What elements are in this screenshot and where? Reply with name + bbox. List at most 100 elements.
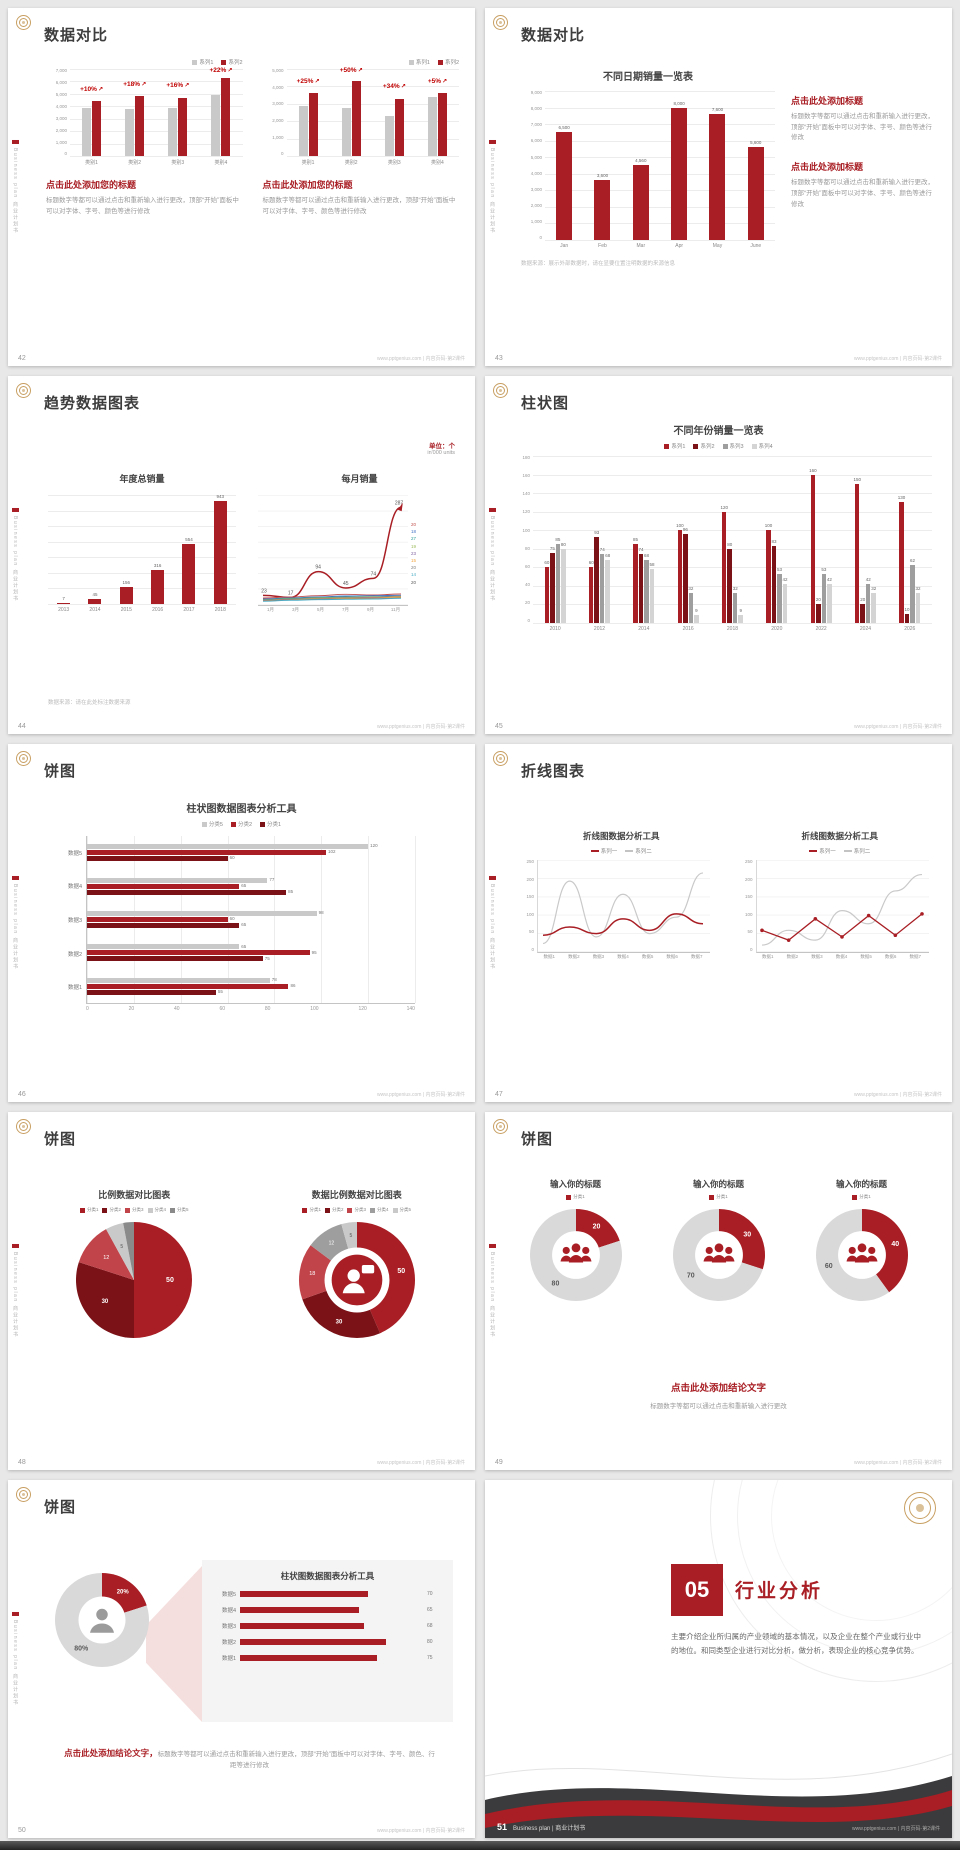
- slide-title: 趋势数据图表: [44, 395, 141, 412]
- legend-item: 分类1: [79, 1207, 98, 1213]
- slide-51-thumbnail[interactable]: 05 行业分析 主要介绍企业所归属的产业领域的基本情况，以及企业在整个产业或行业…: [485, 1480, 952, 1838]
- bar-value-label: 316: [153, 562, 162, 568]
- up-arrow-icon: ↗: [227, 68, 233, 75]
- bar-group: 130 10 62 32: [888, 456, 932, 623]
- bar-value-label: 8,000: [673, 100, 685, 106]
- bar: [87, 910, 317, 916]
- bar: 45: [88, 593, 102, 604]
- series-end-value: 20: [411, 565, 417, 571]
- axis-tick: 100: [310, 1006, 319, 1012]
- slice-label: 40: [891, 1241, 899, 1248]
- series-end-value: 14: [411, 572, 417, 578]
- presenter-icon: [330, 1254, 383, 1307]
- slide-46-thumbnail[interactable]: Business plan 商业计划书 饼图 柱状图数据图表分析工具 分类5 分类…: [8, 744, 475, 1102]
- bar: [87, 956, 263, 962]
- axis-tick: 数据5: [860, 954, 872, 959]
- bar-value-label: 70: [427, 1591, 433, 1597]
- axis-tick: 数据2: [568, 954, 580, 959]
- slice-label: 30: [335, 1319, 342, 1325]
- slide-48-thumbnail[interactable]: Business plan 商业计划书 饼图 比例数据对比图表 分类1 分类2 分类…: [8, 1112, 475, 1470]
- bar-group: 60 93 74 68: [577, 456, 621, 623]
- footer-site: www.pptgenius.com | 内容页码·第2课件: [377, 1092, 465, 1098]
- grid-line: [286, 86, 459, 88]
- legend-item: 分类1: [302, 1207, 321, 1213]
- legend-label: 分类5: [399, 1207, 412, 1212]
- slide-45-thumbnail[interactable]: Business plan 商业计划书 柱状图 不同年份销量一览表 系列1 系列2…: [485, 376, 952, 734]
- bar: [87, 983, 289, 989]
- bar: 80: [561, 542, 566, 623]
- page-number: 48: [18, 1459, 26, 1466]
- slide-47-thumbnail[interactable]: Business plan 商业计划书 折线图表 折线图数据分析工具 系列一 系列…: [485, 744, 952, 1102]
- grid-line: [70, 69, 243, 70]
- block-body: 标题数字等都可以通过点击和重新输入进行更改，顶部“开始”面板中可以对字体、字号、…: [791, 113, 934, 142]
- series-end-value: 20: [411, 522, 417, 527]
- data-point: [786, 938, 790, 942]
- bar-value-label: 130: [897, 495, 906, 501]
- pie-slice: [76, 1262, 135, 1338]
- donut-chart: 50 30 18 12 5: [298, 1221, 416, 1339]
- bar-group: 7,600: [698, 91, 736, 240]
- legend-label: 分类2: [237, 822, 253, 828]
- bar: 32: [871, 587, 876, 623]
- axis-tick: 2024: [859, 626, 872, 632]
- grid-line: [545, 91, 775, 92]
- axis-tick: 0: [86, 1006, 89, 1012]
- axis-tick: 200: [526, 876, 534, 882]
- axis-tick: 1,000: [530, 219, 542, 225]
- chart-row: 年度总销量 7 45 156 316 554 943 2013 2014 2015 2016 201…: [48, 472, 461, 613]
- donut-chart: 20% 80%: [54, 1572, 150, 1668]
- grid-line: [545, 107, 775, 109]
- bar-value-label: 32: [915, 586, 921, 592]
- bar: 80: [727, 542, 732, 623]
- bar: [240, 1607, 359, 1613]
- axis-tick: 250: [526, 859, 534, 864]
- legend-swatch: [230, 821, 236, 827]
- grid-line: [48, 604, 236, 605]
- chart-title: 数据比例数据对比图表: [311, 1190, 402, 1200]
- bar: [341, 108, 351, 156]
- chart-legend: 分类1: [511, 1194, 640, 1200]
- plot-area: [755, 860, 929, 953]
- chart-title: 比例数据对比图表: [98, 1190, 171, 1200]
- legend-item: 系列1: [408, 58, 430, 66]
- slide-title: 柱状图: [521, 395, 570, 412]
- page-number: 44: [18, 723, 26, 730]
- bar-value-label: 80: [560, 541, 566, 547]
- slide-43-thumbnail[interactable]: Business plan 商业计划书 数据对比 不同日期销量一览表 9,000…: [485, 8, 952, 366]
- axis-tick: 2013: [58, 607, 70, 613]
- legend-item: 系列2: [693, 442, 715, 450]
- grid-line: [368, 836, 370, 1003]
- axis-tick: 2026: [904, 626, 916, 632]
- slide-42-thumbnail[interactable]: Business plan 商业计划书 数据对比 系列1 系列2 7,000 6,0…: [8, 8, 475, 366]
- axis-tick: 3,000: [530, 186, 542, 192]
- analysis-panel: 柱状图数据图表分析工具 数据5 70 数据4 65 数据3 68 数据2 80 数据1 75: [202, 1560, 453, 1722]
- grid-line: [533, 530, 932, 532]
- line-chart: 250 200 150 100 50 0 数据1 数据2 数据3 数据4 数据5 数据6 数据7: [521, 859, 722, 960]
- axis-tick: 8,000: [530, 106, 542, 112]
- axis-tick: 2018: [726, 626, 739, 632]
- bar: [427, 96, 437, 156]
- axis-tick: 2,000: [530, 203, 542, 209]
- data-source-note: 数据来源：展示外部数据时，请在显要位置注明数据的来源信息: [521, 261, 676, 267]
- row-label: 数据5: [221, 1592, 236, 1598]
- axis-tick: 7月: [341, 607, 349, 612]
- grid-line: [48, 572, 236, 574]
- axis-tick: 5月: [316, 607, 324, 612]
- point-label: 23: [261, 588, 267, 594]
- slide-49-thumbnail[interactable]: Business plan 商业计划书 饼图 输入你的标题 分类1 20 80 输…: [485, 1112, 952, 1470]
- slide-title: 数据对比: [521, 27, 586, 44]
- bar: [87, 850, 326, 856]
- grid-line: [545, 124, 775, 126]
- chart-legend: 系列1 系列2: [46, 58, 243, 66]
- slice-label: 80%: [74, 1646, 89, 1653]
- slide-44-thumbnail[interactable]: Business plan 商业计划书 趋势数据图表 单位：个 in'000 u…: [8, 376, 475, 734]
- axis-tick: 数据5: [67, 850, 82, 857]
- pie-row: 比例数据对比图表 分类1 分类2 分类3 分类4 分类5 50 30 12 5 数据比例数据对…: [36, 1188, 455, 1339]
- chart-row: 折线图数据分析工具 系列一 系列二 250 200 150 100 50 0 数据1 数据2 数据…: [521, 830, 940, 960]
- brand-logo-icon: [16, 1119, 31, 1134]
- legend-item: 分类1: [566, 1194, 585, 1200]
- axis-tick: 50: [528, 929, 534, 934]
- slide-50-thumbnail[interactable]: Business plan 商业计划书 饼图 20% 80% 柱状图数据图表分析工…: [8, 1480, 475, 1838]
- axis-tick: 60: [524, 563, 530, 569]
